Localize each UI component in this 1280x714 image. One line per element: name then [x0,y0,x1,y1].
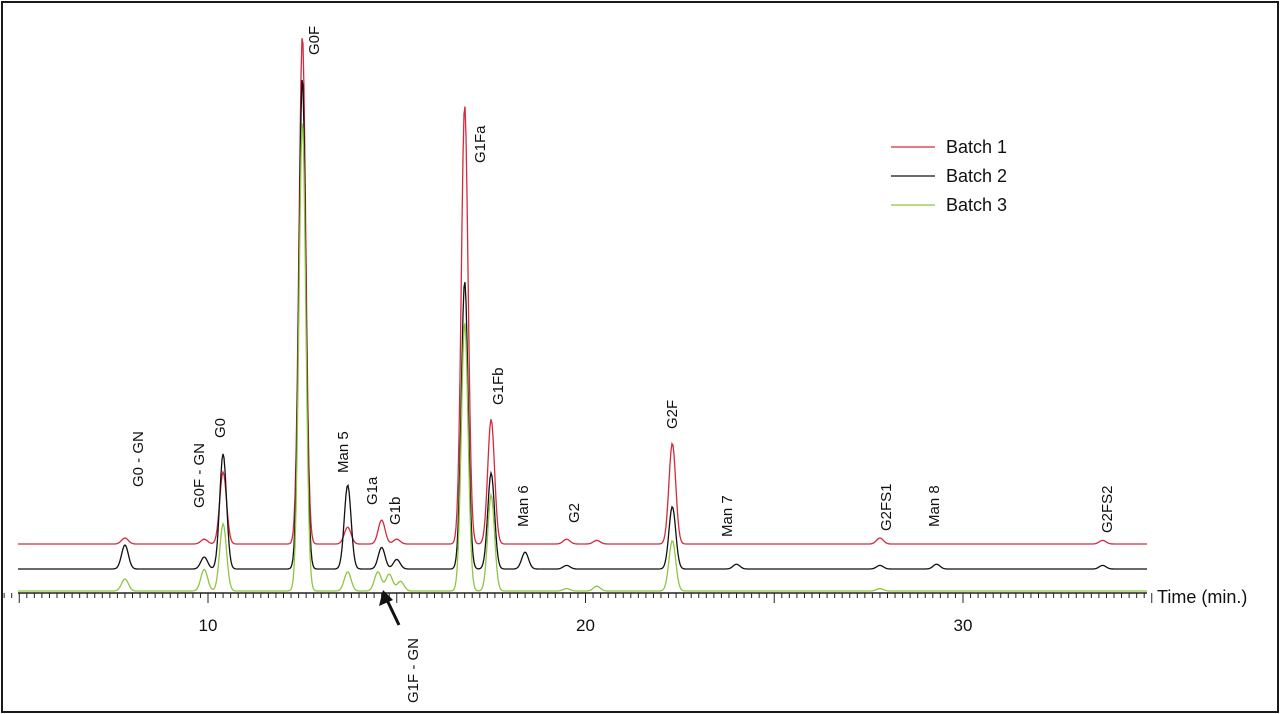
legend-label: Batch 1 [946,137,1007,157]
peak-label: G1Fa [472,125,489,163]
peak-label: G0 - GN [130,431,147,487]
peak-label: Man 5 [335,431,352,473]
batch-3-trace [18,123,1147,592]
peak-label: G1Fb [490,367,507,405]
peak-label: G1a [364,476,381,505]
g1f-gn-arrow [379,590,401,626]
arrow-head [379,590,393,606]
peak-label: Man 7 [719,495,736,537]
peak-label: G0F [306,26,323,55]
legend-label: Batch 2 [946,166,1007,186]
x-tick-label: 30 [954,616,973,635]
peak-label: G2FS2 [1099,485,1116,533]
peak-label: G2F [664,400,681,429]
batch-2-trace [18,79,1147,570]
x-tick-label: 20 [576,616,595,635]
legend: Batch 1 Batch 2 Batch 3 [891,137,1007,215]
x-tick-label: 10 [199,616,218,635]
g1f-gn-label: G1F - GN [405,638,422,703]
peak-label: G2FS1 [878,483,895,531]
x-axis-title: Time (min.) [1157,587,1247,607]
peak-label: Man 8 [926,485,943,527]
legend-label: Batch 3 [946,195,1007,215]
peak-label: G1b [387,497,404,525]
peak-label: G0F - GN [191,443,208,508]
peak-label: G0 [212,418,229,438]
arrow-shaft [385,599,401,626]
peak-label: G2 [566,503,583,523]
batch-1-trace [18,38,1147,545]
peak-label: Man 6 [515,485,532,527]
